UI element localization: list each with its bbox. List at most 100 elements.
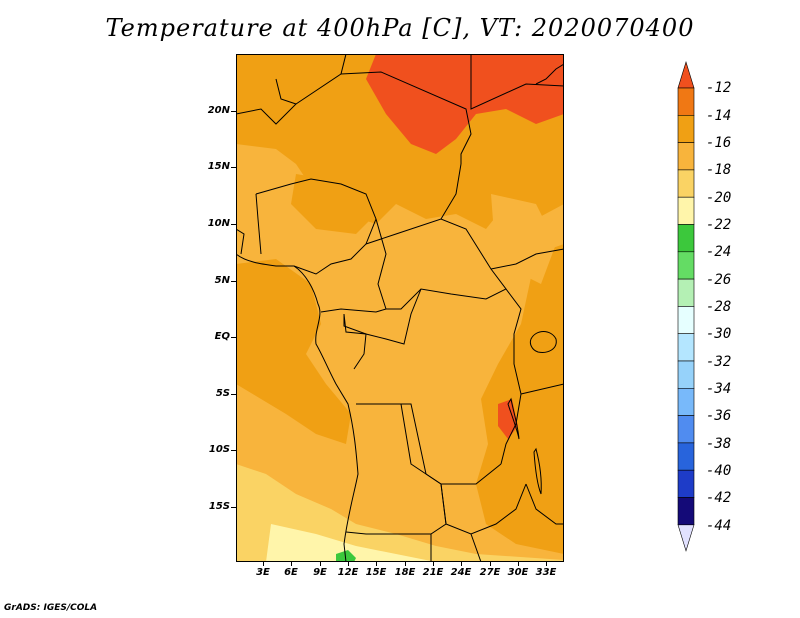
x-tick-label: 24E — [450, 567, 472, 578]
colorbar-cell — [677, 251, 695, 280]
y-tick — [231, 224, 236, 225]
temp-region-south-pale — [266, 524, 436, 562]
colorbar-cells — [677, 60, 695, 552]
map-canvas — [236, 54, 564, 562]
lake-victoria — [529, 331, 557, 353]
colorbar-cell — [677, 387, 695, 416]
x-tick — [291, 562, 292, 566]
border-ghana — [236, 228, 245, 255]
colorbar-label: -44 — [706, 518, 732, 534]
border-benin — [255, 193, 262, 255]
x-tick — [348, 562, 349, 566]
x-tick — [376, 562, 377, 566]
x-tick — [518, 562, 519, 566]
colorbar-label: -40 — [706, 463, 732, 479]
y-tick-label: EQ — [214, 331, 230, 342]
colorbar-cell — [677, 87, 695, 116]
temp-region-sahara-hot — [366, 54, 564, 154]
y-tick-label: 5N — [214, 275, 230, 286]
border-zambia — [440, 483, 527, 535]
colorbar-cell — [677, 469, 695, 498]
x-tick — [263, 562, 264, 566]
x-tick — [490, 562, 491, 566]
temp-region-west-coast — [236, 259, 351, 444]
x-tick — [320, 562, 321, 566]
border-chad-sudan — [440, 163, 462, 220]
colorbar-cell — [677, 360, 695, 389]
x-tick-label: 3E — [256, 567, 270, 578]
colorbar-cell — [677, 114, 695, 143]
border-libya-chad — [340, 54, 347, 75]
border-botswana — [470, 533, 482, 562]
x-tick-label: 15E — [365, 567, 387, 578]
border-namibia — [366, 533, 432, 562]
x-tick — [461, 562, 462, 566]
border-mozambique — [525, 483, 564, 525]
border-sudan-south — [490, 248, 564, 270]
temp-region-green-spot — [336, 550, 356, 562]
colorbar-label: -42 — [706, 490, 732, 506]
y-tick — [231, 507, 236, 508]
colorbar-label: -28 — [706, 299, 732, 315]
temp-region-east-patch — [491, 194, 556, 284]
colorbar-label: -36 — [706, 408, 732, 424]
colorbar-label: -30 — [706, 326, 732, 342]
temperature-map — [236, 54, 564, 562]
coastline-west — [236, 253, 359, 562]
x-tick — [546, 562, 547, 566]
lake-tanganyika — [507, 397, 520, 440]
y-tick — [231, 281, 236, 282]
colorbar-label: -14 — [706, 108, 732, 124]
border-tanzania — [520, 383, 564, 395]
x-tick — [405, 562, 406, 566]
colorbar-cell — [677, 415, 695, 444]
x-tick-label: 27E — [479, 567, 501, 578]
y-tick-label: 15S — [208, 501, 230, 512]
colorbar-cell — [677, 169, 695, 198]
colorbar-cell — [677, 224, 695, 253]
colorbar-cell — [677, 278, 695, 307]
colorbar-label: -20 — [706, 190, 732, 206]
colorbar-cell — [677, 442, 695, 471]
border-north-2 — [470, 54, 564, 110]
y-tick-label: 10N — [207, 218, 230, 229]
colorbar-label: -26 — [706, 272, 732, 288]
grads-credit: GrADS: IGES/COLA — [4, 603, 98, 613]
x-tick-label: 33E — [535, 567, 557, 578]
x-tick-label: 6E — [284, 567, 298, 578]
colorbar-under-arrow — [677, 524, 695, 552]
x-tick-label: 21E — [422, 567, 444, 578]
colorbar-cell — [677, 196, 695, 225]
colorbar-cell — [677, 306, 695, 334]
colorbar-label: -16 — [706, 135, 732, 151]
colorbar-label: -38 — [706, 436, 732, 452]
border-drc-east — [500, 288, 522, 465]
x-tick-label: 9E — [313, 567, 327, 578]
border-west-africa — [236, 78, 297, 125]
x-tick — [433, 562, 434, 566]
x-tick-label: 18E — [394, 567, 416, 578]
border-gabon — [343, 313, 367, 370]
border-congo-north — [343, 288, 422, 345]
colorbar-cell — [677, 497, 695, 526]
lake-malawi — [533, 447, 542, 495]
x-tick-label: 12E — [337, 567, 359, 578]
y-tick — [231, 167, 236, 168]
y-tick — [231, 111, 236, 112]
y-tick-label: 10S — [208, 444, 230, 455]
colorbar — [677, 60, 695, 552]
colorbar-label: -34 — [706, 381, 732, 397]
y-tick-label: 15N — [207, 161, 230, 172]
colorbar-label: -32 — [706, 354, 732, 370]
y-tick — [231, 394, 236, 395]
colorbar-over-arrow — [677, 60, 695, 89]
y-tick-label: 20N — [207, 105, 230, 116]
colorbar-label: -24 — [706, 244, 732, 260]
country-borders — [236, 54, 564, 562]
y-tick — [231, 450, 236, 451]
y-tick-label: 5S — [215, 388, 230, 399]
colorbar-label: -22 — [706, 217, 732, 233]
map-title: Temperature at 400hPa [C], VT: 202007040… — [105, 14, 695, 42]
colorbar-cell — [677, 142, 695, 171]
colorbar-label: -18 — [706, 162, 732, 178]
